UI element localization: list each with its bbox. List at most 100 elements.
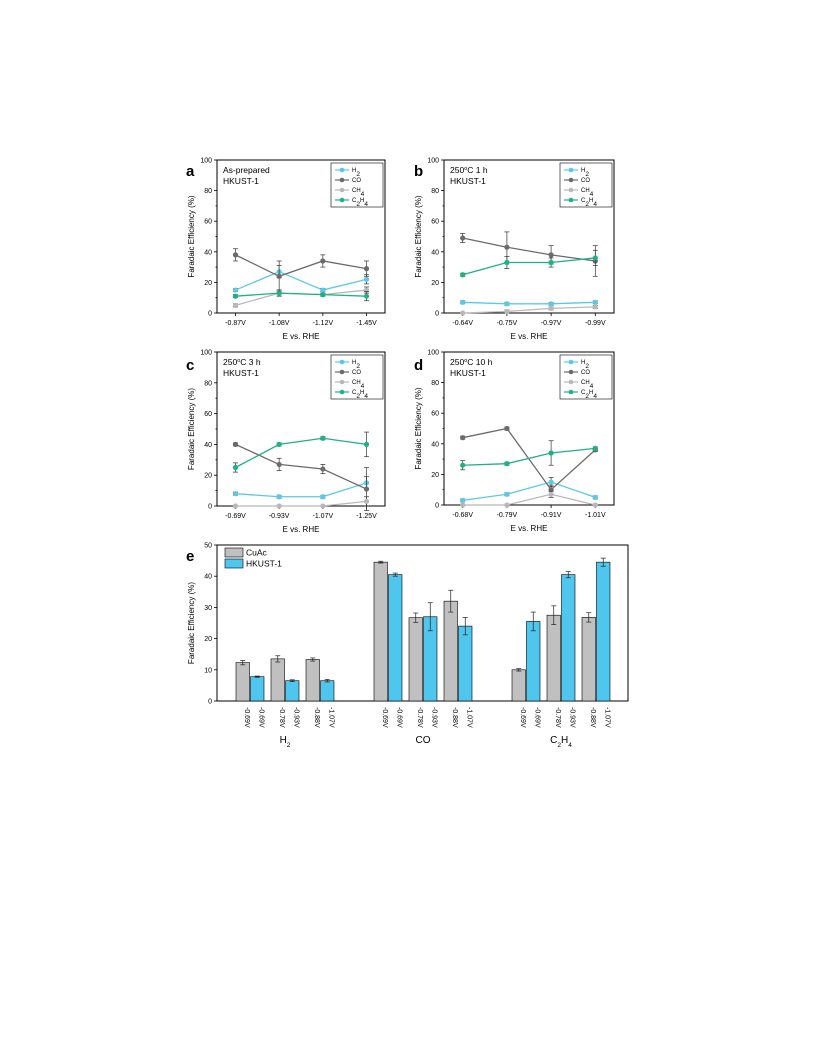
y-tick-label: 20 [204,636,212,643]
y-tick-label: 40 [431,441,439,448]
bar-group-co: -0.69V -0.69V -0.78V -0.93V -0.88V -1.07V CO [373,560,473,746]
legend-label: CH4 [581,188,594,198]
series-line [462,493,596,506]
x-tick-label: -0.97V [541,320,562,327]
data-point [504,301,510,307]
x-tick-label: -0.69V [381,707,388,728]
y-tick-label: 60 [431,219,439,226]
y-tick-label: 0 [208,504,212,511]
legend-label: CH4 [581,380,594,390]
x-axis-label: E vs. RHE [511,332,548,341]
legend-marker [339,177,345,183]
x-axis-label: E vs. RHE [283,332,320,341]
data-point [320,466,326,472]
data-point [320,258,326,264]
x-axis-label: E vs. RHE [511,524,548,533]
panel-annotation: HKUST-1 [223,176,259,186]
x-tick-label: -1.07V [313,513,334,520]
panel-label: c [186,357,194,374]
series-co [232,441,370,511]
data-point [460,272,466,278]
bar-group-c2h4: -0.69V -0.69V -0.78V -0.93V -0.88V -1.07V C2H4 [511,557,611,749]
legend-label: H2 [581,168,589,178]
data-point [232,252,239,258]
series-c2h4 [232,431,370,473]
series-c2h4 [232,289,370,302]
x-tick-label: -1.12V [313,320,334,327]
legend-marker [339,359,345,365]
x-tick-label: -0.69V [225,513,246,520]
legend-marker [568,197,574,203]
x-tick-label: -1.25V [356,513,377,520]
data-point [460,497,466,504]
data-point [548,259,554,266]
data-point [232,441,239,447]
y-tick-label: 20 [431,472,439,479]
x-tick-label: -1.45V [356,320,377,327]
x-tick-label: -0.93V [568,707,575,728]
data-point [320,292,326,298]
bar [270,658,285,702]
x-tick-label: -0.93V [269,513,290,520]
series-ch4 [460,304,598,316]
series-ch4 [460,490,598,508]
bar [596,561,611,702]
bar [305,659,320,702]
data-point [363,486,370,492]
legend-marker [568,167,574,173]
legend-label: C2H4 [352,390,368,400]
legend-label: C2H4 [581,390,597,400]
bar [511,669,526,702]
data-point [232,464,239,471]
series-line [462,427,596,491]
data-point [276,441,282,447]
bar [388,574,403,702]
legend-label: C2H4 [581,198,597,208]
series-ch4 [232,286,370,308]
legend-label: CO [581,178,590,184]
legend-marker [339,369,345,375]
legend-label: CO [352,370,361,376]
bar [546,614,561,702]
data-point [363,293,370,299]
data-point [320,503,326,509]
y-tick-label: 0 [435,311,439,318]
data-point [232,503,239,509]
y-tick-label: 60 [204,411,212,418]
data-point [363,276,370,282]
y-tick-label: 100 [200,158,212,165]
y-tick-label: 40 [204,574,212,581]
bar [235,662,250,702]
series-line [235,437,367,469]
data-point [460,299,466,305]
x-tick-label: -0.88V [451,707,458,728]
data-point [504,259,510,266]
bar [526,621,541,702]
series-line [235,443,367,490]
y-tick-label: 100 [427,350,439,357]
x-tick-label: -0.88V [313,707,320,728]
legend-marker [339,187,345,193]
legend-label: HKUST-1 [246,559,282,569]
legend-label: CH4 [352,380,365,390]
y-tick-label: 80 [431,380,439,387]
data-point [504,461,510,467]
x-tick-label: -0.78V [416,707,423,728]
data-point [504,491,510,497]
data-point [460,310,466,316]
x-tick-label: -1.07V [603,707,610,728]
series-ch4 [232,496,370,509]
data-point [460,462,466,468]
y-tick-label: 0 [208,311,212,318]
legend-marker [568,177,574,183]
bar [443,600,458,702]
x-tick-label: -0.69V [243,707,250,728]
x-tick-label: -0.99V [585,320,606,327]
series-line [462,301,596,305]
panel-annotation: HKUST-1 [223,368,259,378]
x-tick-label: -0.69V [257,707,264,728]
series-line [462,481,596,502]
panel-label: a [186,163,195,180]
data-point [504,425,510,432]
